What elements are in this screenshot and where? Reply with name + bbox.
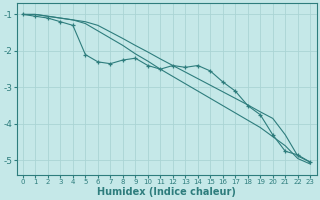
X-axis label: Humidex (Indice chaleur): Humidex (Indice chaleur) [97,187,236,197]
